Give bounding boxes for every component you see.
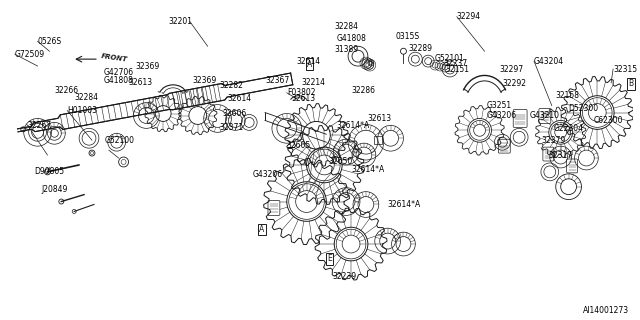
Text: G42706: G42706 — [104, 68, 134, 77]
Text: G41808: G41808 — [336, 34, 366, 43]
Text: 32379: 32379 — [542, 136, 566, 145]
FancyBboxPatch shape — [268, 201, 280, 215]
FancyBboxPatch shape — [566, 159, 577, 173]
Text: 32237: 32237 — [443, 59, 467, 68]
Text: 32267: 32267 — [28, 121, 52, 130]
Text: G72509: G72509 — [15, 50, 45, 59]
Text: G52101: G52101 — [435, 54, 465, 63]
Text: E: E — [327, 254, 332, 263]
Text: G43206: G43206 — [486, 111, 516, 120]
FancyBboxPatch shape — [374, 136, 381, 144]
Text: 32297: 32297 — [499, 65, 524, 74]
Text: 32284: 32284 — [334, 22, 358, 31]
Text: 32266: 32266 — [54, 86, 79, 95]
Text: 32614*A: 32614*A — [388, 200, 421, 209]
Text: AI14001273: AI14001273 — [584, 306, 630, 315]
Text: G43204: G43204 — [534, 57, 564, 66]
Text: 32282: 32282 — [220, 81, 243, 90]
Text: G22304: G22304 — [554, 124, 584, 133]
Text: A: A — [307, 60, 312, 68]
Text: 32606: 32606 — [223, 109, 247, 118]
Text: 32371: 32371 — [220, 123, 244, 132]
Text: 32613: 32613 — [292, 94, 316, 103]
Text: D52300: D52300 — [568, 104, 599, 113]
Text: G43210: G43210 — [530, 111, 560, 120]
Text: 32201: 32201 — [168, 17, 192, 26]
Text: G43206: G43206 — [252, 170, 282, 179]
Text: 32214: 32214 — [301, 78, 326, 87]
Text: H01003: H01003 — [67, 106, 97, 115]
Text: 32289: 32289 — [408, 44, 433, 53]
Text: D90805: D90805 — [35, 167, 65, 176]
Text: A: A — [259, 225, 265, 234]
Text: 32317: 32317 — [549, 150, 573, 160]
Text: 32614: 32614 — [227, 94, 252, 103]
Text: 32292: 32292 — [502, 79, 526, 88]
Text: C62300: C62300 — [593, 116, 623, 125]
Text: 0526S: 0526S — [38, 37, 61, 46]
Polygon shape — [17, 73, 293, 132]
Text: 32367: 32367 — [265, 76, 289, 85]
Text: F03802: F03802 — [287, 88, 316, 97]
Text: 32614*A: 32614*A — [351, 165, 384, 174]
Text: 32158: 32158 — [556, 91, 580, 100]
FancyBboxPatch shape — [513, 109, 527, 127]
Text: 32239: 32239 — [332, 272, 356, 281]
Text: 32369: 32369 — [136, 61, 160, 70]
Text: 32614*A: 32614*A — [336, 121, 369, 130]
FancyBboxPatch shape — [543, 147, 554, 161]
Text: G3251: G3251 — [486, 101, 511, 110]
Text: 32613: 32613 — [368, 114, 392, 123]
Text: 32315: 32315 — [613, 65, 637, 74]
Text: 32284: 32284 — [74, 93, 98, 102]
Text: 32294: 32294 — [457, 12, 481, 21]
Text: B: B — [628, 79, 634, 88]
Text: G41808: G41808 — [104, 76, 134, 85]
Text: 32613: 32613 — [129, 78, 153, 87]
Text: FRONT: FRONT — [101, 53, 128, 63]
Text: 32605: 32605 — [287, 141, 311, 150]
Text: 32614: 32614 — [297, 57, 321, 66]
Text: 32286: 32286 — [351, 86, 375, 95]
FancyBboxPatch shape — [539, 108, 551, 124]
Text: G52100: G52100 — [105, 136, 135, 145]
Text: 0315S: 0315S — [396, 32, 420, 41]
Text: 31389: 31389 — [334, 45, 358, 54]
FancyBboxPatch shape — [499, 139, 510, 153]
Text: J20849: J20849 — [42, 185, 68, 194]
Text: 32151: 32151 — [445, 65, 469, 74]
Text: 32650: 32650 — [328, 157, 353, 166]
Text: 32369: 32369 — [193, 76, 217, 85]
